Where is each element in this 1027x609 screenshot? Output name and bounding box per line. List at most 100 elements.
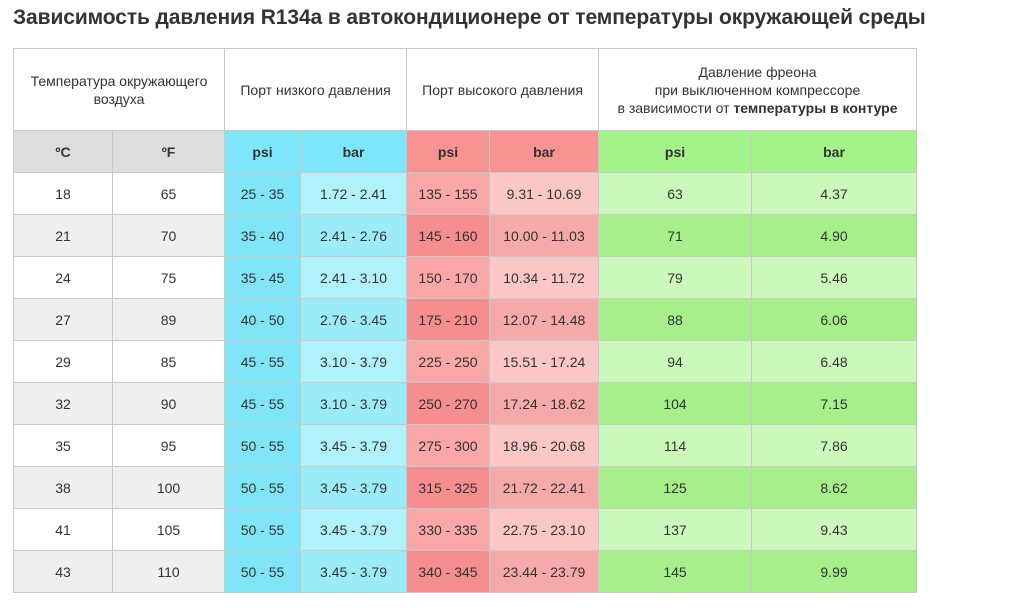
cell-low-bar: 3.10 - 3.79 (300, 382, 408, 425)
cell-high-bar: 10.00 - 11.03 (489, 214, 600, 257)
cell-fahrenheit: 95 (111, 424, 226, 467)
cell-high-bar: 17.24 - 18.62 (489, 382, 600, 425)
cell-freon-psi: 114 (598, 424, 753, 467)
table-row: 43 110 50 - 55 3.45 - 3.79 340 - 345 23.44 - … (13, 550, 918, 593)
unit-freon-bar: bar (751, 130, 918, 173)
cell-freon-psi: 145 (598, 550, 753, 593)
cell-low-bar: 3.45 - 3.79 (300, 424, 408, 467)
cell-low-bar: 3.45 - 3.79 (300, 550, 408, 593)
cell-low-psi: 45 - 55 (224, 340, 302, 383)
cell-high-psi: 275 - 300 (406, 424, 491, 467)
unit-low-bar: bar (300, 130, 408, 173)
cell-celsius: 35 (13, 424, 113, 467)
unit-celsius: ºС (13, 130, 113, 173)
unit-freon-psi: psi (598, 130, 753, 173)
cell-low-psi: 40 - 50 (224, 298, 302, 341)
cell-freon-bar: 9.99 (751, 550, 918, 593)
cell-low-bar: 3.45 - 3.79 (300, 466, 408, 509)
header-freon-line3-bold: температуры в контуре (733, 99, 898, 116)
cell-fahrenheit: 100 (111, 466, 226, 509)
cell-low-bar: 3.10 - 3.79 (300, 340, 408, 383)
table-row: 21 70 35 - 40 2.41 - 2.76 145 - 160 10.00 - 1… (13, 214, 918, 257)
cell-high-psi: 330 - 335 (406, 508, 491, 551)
cell-high-psi: 145 - 160 (406, 214, 491, 257)
cell-fahrenheit: 70 (111, 214, 226, 257)
cell-fahrenheit: 65 (111, 172, 226, 215)
header-freon-line1: Давление фреона (698, 63, 817, 80)
cell-freon-bar: 7.15 (751, 382, 918, 425)
unit-high-psi: psi (406, 130, 491, 173)
header-freon-pressure: Давление фреона при выключенном компресс… (598, 48, 918, 131)
unit-fahrenheit: ºF (111, 130, 226, 173)
header-row-units: ºС ºF psi bar psi bar psi bar (13, 130, 918, 173)
cell-low-psi: 35 - 45 (224, 256, 302, 299)
cell-fahrenheit: 90 (111, 382, 226, 425)
table-row: 32 90 45 - 55 3.10 - 3.79 250 - 270 17.24 - 1… (13, 382, 918, 425)
cell-celsius: 41 (13, 508, 113, 551)
cell-high-bar: 15.51 - 17.24 (489, 340, 600, 383)
cell-low-bar: 2.41 - 3.10 (300, 256, 408, 299)
cell-fahrenheit: 85 (111, 340, 226, 383)
table-row: 41 105 50 - 55 3.45 - 3.79 330 - 335 22.75 - … (13, 508, 918, 551)
header-freon-line2: при выключенном компрессоре (654, 81, 861, 98)
cell-celsius: 24 (13, 256, 113, 299)
cell-low-psi: 50 - 55 (224, 508, 302, 551)
table-body: 18 65 25 - 35 1.72 - 2.41 135 - 155 9.31 - 10… (13, 172, 918, 593)
cell-fahrenheit: 75 (111, 256, 226, 299)
cell-freon-psi: 63 (598, 172, 753, 215)
table-row: 29 85 45 - 55 3.10 - 3.79 225 - 250 15.51 - 1… (13, 340, 918, 383)
cell-high-psi: 175 - 210 (406, 298, 491, 341)
cell-freon-bar: 6.06 (751, 298, 918, 341)
cell-high-bar: 22.75 - 23.10 (489, 508, 600, 551)
cell-high-bar: 10.34 - 11.72 (489, 256, 600, 299)
cell-high-bar: 18.96 - 20.68 (489, 424, 600, 467)
cell-freon-bar: 9.43 (751, 508, 918, 551)
cell-low-bar: 2.41 - 2.76 (300, 214, 408, 257)
header-freon-line3-prefix: в зависимости от (617, 99, 734, 116)
cell-low-psi: 45 - 55 (224, 382, 302, 425)
cell-low-psi: 50 - 55 (224, 424, 302, 467)
cell-high-psi: 135 - 155 (406, 172, 491, 215)
cell-celsius: 43 (13, 550, 113, 593)
cell-freon-bar: 7.86 (751, 424, 918, 467)
cell-high-psi: 340 - 345 (406, 550, 491, 593)
cell-freon-psi: 104 (598, 382, 753, 425)
cell-celsius: 21 (13, 214, 113, 257)
cell-celsius: 29 (13, 340, 113, 383)
cell-high-bar: 23.44 - 23.79 (489, 550, 600, 593)
table-row: 18 65 25 - 35 1.72 - 2.41 135 - 155 9.31 - 10… (13, 172, 918, 215)
header-ambient-temp: Температура окружающего воздуха (12, 48, 226, 131)
cell-freon-bar: 8.62 (751, 466, 918, 509)
cell-high-bar: 9.31 - 10.69 (489, 172, 600, 215)
unit-low-psi: psi (224, 130, 302, 173)
cell-freon-psi: 137 (598, 508, 753, 551)
cell-low-psi: 35 - 40 (224, 214, 302, 257)
cell-high-psi: 315 - 325 (406, 466, 491, 509)
cell-low-bar: 2.76 - 3.45 (300, 298, 408, 341)
cell-freon-bar: 5.46 (751, 256, 918, 299)
table-row: 27 89 40 - 50 2.76 - 3.45 175 - 210 12.07 - 1… (13, 298, 918, 341)
table-row: 38 100 50 - 55 3.45 - 3.79 315 - 325 21.72 - … (13, 466, 918, 509)
cell-high-psi: 150 - 170 (406, 256, 491, 299)
cell-low-psi: 50 - 55 (224, 466, 302, 509)
cell-freon-psi: 88 (598, 298, 753, 341)
cell-high-bar: 21.72 - 22.41 (489, 466, 600, 509)
cell-high-psi: 225 - 250 (406, 340, 491, 383)
cell-freon-psi: 125 (598, 466, 753, 509)
cell-freon-bar: 6.48 (751, 340, 918, 383)
header-low-port: Порт низкого давления (224, 48, 408, 131)
cell-freon-bar: 4.37 (751, 172, 918, 215)
header-row-groups: Температура окружающего воздуха Порт низ… (12, 48, 918, 131)
cell-low-bar: 1.72 - 2.41 (300, 172, 408, 215)
unit-high-bar: bar (489, 130, 600, 173)
cell-fahrenheit: 110 (111, 550, 226, 593)
cell-celsius: 32 (13, 382, 113, 425)
cell-fahrenheit: 89 (111, 298, 226, 341)
pressure-table: Температура окружающего воздуха Порт низ… (12, 48, 918, 593)
table-row: 35 95 50 - 55 3.45 - 3.79 275 - 300 18.96 - 2… (13, 424, 918, 467)
cell-celsius: 18 (13, 172, 113, 215)
cell-high-bar: 12.07 - 14.48 (489, 298, 600, 341)
cell-low-psi: 50 - 55 (224, 550, 302, 593)
cell-freon-bar: 4.90 (751, 214, 918, 257)
page-title: Зависимость давления R134a в автокондици… (13, 6, 926, 29)
